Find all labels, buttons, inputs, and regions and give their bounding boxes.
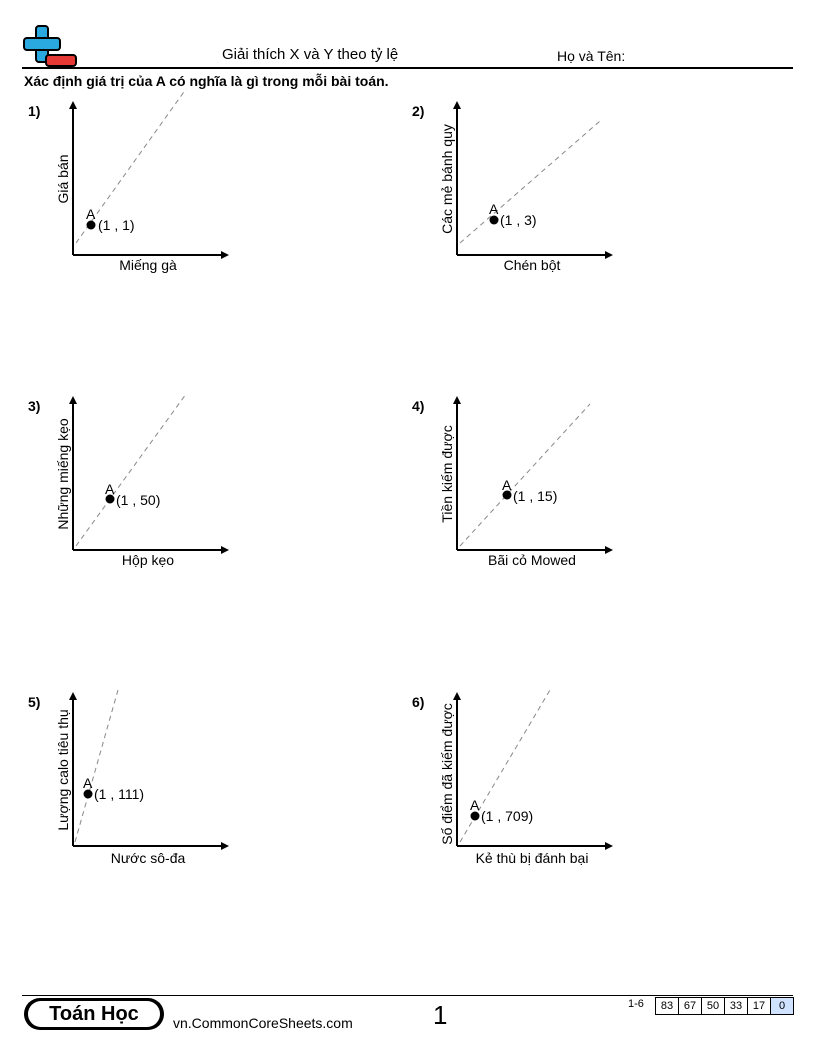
score-table: 83 67 50 33 17 0 (655, 997, 794, 1015)
x-axis-label: Bãi cỏ Mowed (488, 552, 576, 568)
point-label: A (502, 477, 512, 493)
score-cell: 17 (747, 997, 771, 1015)
x-axis-arrow (221, 842, 229, 850)
problem-6: 6) A (1 , 709) Kẻ thù bị đánh bại Số điể… (412, 689, 712, 894)
score-cell: 0 (770, 997, 794, 1015)
point-a (470, 811, 480, 821)
instructions: Xác định giá trị của A có nghĩa là gì tr… (24, 73, 389, 89)
x-axis-label: Nước sô-đa (111, 850, 186, 866)
graph: A (1 , 3) Chén bột Các mẻ bánh quy (439, 101, 613, 273)
logo-icon (23, 25, 77, 67)
problem-range: 1-6 (628, 998, 644, 1010)
problem-number: 5) (28, 694, 41, 710)
point-coords: (1 , 1) (98, 217, 135, 233)
problem-1: 1) A (1 , 1) Miếng gà Giá bán (28, 88, 328, 303)
x-axis-arrow (605, 546, 613, 554)
y-axis-arrow (69, 101, 77, 109)
name-label: Họ và Tên: (557, 48, 626, 64)
page-title: Giải thích X và Y theo tỷ lệ (222, 46, 399, 63)
problem-3: 3) A (1 , 50) Hộp kẹo Những miếng kẹo (28, 393, 328, 598)
point-coords: (1 , 111) (94, 786, 144, 802)
problem-5: 5) A (1 , 111) Nước sô-đa Lượng calo tiê… (28, 689, 328, 894)
point-a (502, 490, 512, 500)
score-cell: 83 (655, 997, 679, 1015)
y-axis-arrow (453, 396, 461, 404)
x-axis-arrow (221, 251, 229, 259)
point-label: A (105, 481, 115, 497)
y-axis-label: Giá bán (55, 154, 71, 203)
problem-4: 4) A (1 , 15) Bãi cỏ Mowed Tiền kiếm đượ… (412, 396, 712, 598)
proportional-line (75, 393, 187, 547)
y-axis-label: Số điểm đã kiếm được (439, 703, 455, 845)
y-axis-label: Lượng calo tiêu thụ (55, 709, 71, 830)
y-axis-label: Các mẻ bánh quy (439, 124, 455, 234)
graph: A (1 , 15) Bãi cỏ Mowed Tiền kiếm được (439, 396, 613, 568)
x-axis-label: Miếng gà (119, 257, 177, 273)
x-axis-label: Chén bột (504, 257, 561, 273)
problem-number: 6) (412, 694, 425, 710)
proportional-line (459, 403, 591, 547)
site-url: vn.CommonCoreSheets.com (173, 1015, 353, 1031)
y-axis-label: Những miếng kẹo (55, 418, 71, 530)
problem-number: 1) (28, 103, 41, 119)
graph: A (1 , 1) Miếng gà Giá bán (55, 88, 229, 273)
x-axis-arrow (605, 251, 613, 259)
x-axis-arrow (605, 842, 613, 850)
point-a (489, 215, 499, 225)
footer-divider (22, 995, 793, 996)
point-coords: (1 , 15) (513, 488, 557, 504)
score-cell: 50 (701, 997, 725, 1015)
point-label: A (489, 201, 499, 217)
x-axis-label: Hộp kẹo (122, 552, 174, 568)
y-axis-arrow (69, 396, 77, 404)
point-coords: (1 , 50) (116, 492, 160, 508)
point-label: A (470, 797, 480, 813)
x-axis-arrow (221, 546, 229, 554)
point-a (105, 494, 115, 504)
point-a (86, 220, 96, 230)
x-axis-label: Kẻ thù bị đánh bại (476, 850, 589, 866)
y-axis-arrow (453, 692, 461, 700)
problem-number: 2) (412, 103, 425, 119)
brand-label: Toán Học (28, 1001, 160, 1027)
graph: A (1 , 111) Nước sô-đa Lượng calo tiêu t… (55, 689, 229, 866)
graph: A (1 , 50) Hộp kẹo Những miếng kẹo (55, 393, 229, 568)
proportional-line (75, 88, 187, 244)
page-number: 1 (433, 1000, 448, 1030)
point-label: A (86, 206, 96, 222)
problem-number: 4) (412, 398, 425, 414)
y-axis-arrow (453, 101, 461, 109)
point-a (83, 789, 93, 799)
problem-number: 3) (28, 398, 41, 414)
score-cell: 33 (724, 997, 748, 1015)
y-axis-arrow (69, 692, 77, 700)
point-label: A (83, 775, 93, 791)
proportional-line (74, 689, 119, 843)
point-coords: (1 , 709) (481, 808, 533, 824)
brand-badge: Toán Học (24, 998, 164, 1030)
proportional-line (459, 120, 601, 244)
y-axis-label: Tiền kiếm được (439, 425, 455, 522)
point-coords: (1 , 3) (500, 212, 537, 228)
header-divider (22, 67, 793, 69)
graph: A (1 , 709) Kẻ thù bị đánh bại Số điểm đ… (439, 689, 613, 866)
problem-2: 2) A (1 , 3) Chén bột Các mẻ bánh quy (412, 101, 712, 303)
score-cell: 67 (678, 997, 702, 1015)
